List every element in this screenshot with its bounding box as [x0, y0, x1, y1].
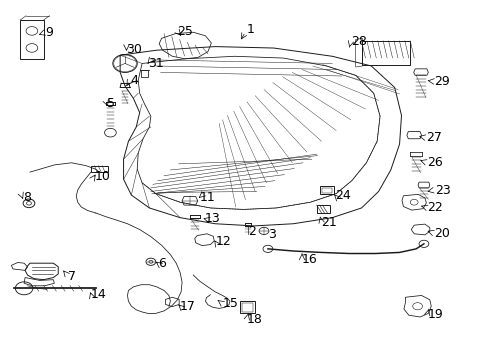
Text: 4: 4 [130, 74, 138, 87]
Text: 25: 25 [177, 25, 193, 38]
Text: 16: 16 [302, 253, 317, 266]
Text: 20: 20 [433, 226, 448, 239]
Text: 6: 6 [158, 257, 165, 270]
Text: 9: 9 [45, 26, 53, 39]
Text: 2: 2 [248, 225, 256, 238]
Bar [242, 303, 252, 312]
Bar [20, 20, 43, 59]
Text: 5: 5 [107, 98, 115, 111]
Text: 1: 1 [246, 23, 254, 36]
Bar [239, 301, 255, 314]
Text: 29: 29 [433, 75, 448, 88]
Text: 22: 22 [427, 202, 442, 215]
Text: 18: 18 [246, 312, 262, 326]
Bar [141, 69, 148, 77]
Text: 11: 11 [199, 191, 215, 204]
Text: 31: 31 [148, 57, 163, 70]
Text: 12: 12 [215, 235, 230, 248]
Text: 13: 13 [204, 212, 220, 225]
Text: 23: 23 [434, 184, 449, 197]
Text: 17: 17 [180, 300, 196, 313]
Bar [322, 188, 331, 193]
Bar [91, 166, 108, 172]
Bar [320, 186, 333, 194]
Text: 21: 21 [321, 216, 337, 229]
Text: 19: 19 [427, 308, 442, 321]
Text: 7: 7 [68, 270, 76, 283]
Text: 3: 3 [267, 228, 275, 241]
Text: 26: 26 [427, 156, 442, 169]
Text: 8: 8 [22, 192, 31, 204]
Text: 24: 24 [334, 189, 350, 202]
Bar [361, 41, 409, 65]
Bar [316, 205, 330, 213]
Text: 27: 27 [425, 131, 441, 144]
Text: 10: 10 [94, 170, 110, 183]
Text: 14: 14 [91, 288, 106, 301]
Text: 28: 28 [350, 35, 366, 49]
Text: 15: 15 [222, 297, 238, 310]
Text: 30: 30 [126, 42, 142, 55]
